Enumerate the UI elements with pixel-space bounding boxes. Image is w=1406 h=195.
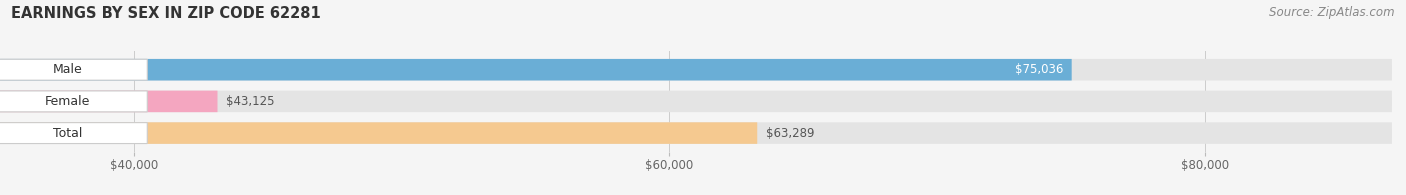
FancyBboxPatch shape <box>0 122 758 144</box>
FancyBboxPatch shape <box>0 122 1392 144</box>
FancyBboxPatch shape <box>0 59 1071 81</box>
Text: $63,289: $63,289 <box>766 127 814 140</box>
FancyBboxPatch shape <box>0 59 1392 81</box>
Text: $75,036: $75,036 <box>1015 63 1063 76</box>
Text: Total: Total <box>52 127 82 140</box>
FancyBboxPatch shape <box>0 91 218 112</box>
Text: Female: Female <box>45 95 90 108</box>
Text: EARNINGS BY SEX IN ZIP CODE 62281: EARNINGS BY SEX IN ZIP CODE 62281 <box>11 6 321 21</box>
Text: Source: ZipAtlas.com: Source: ZipAtlas.com <box>1270 6 1395 19</box>
FancyBboxPatch shape <box>0 59 148 80</box>
FancyBboxPatch shape <box>0 91 148 112</box>
Text: Male: Male <box>52 63 82 76</box>
Text: $43,125: $43,125 <box>226 95 274 108</box>
FancyBboxPatch shape <box>0 91 1392 112</box>
FancyBboxPatch shape <box>0 123 148 144</box>
